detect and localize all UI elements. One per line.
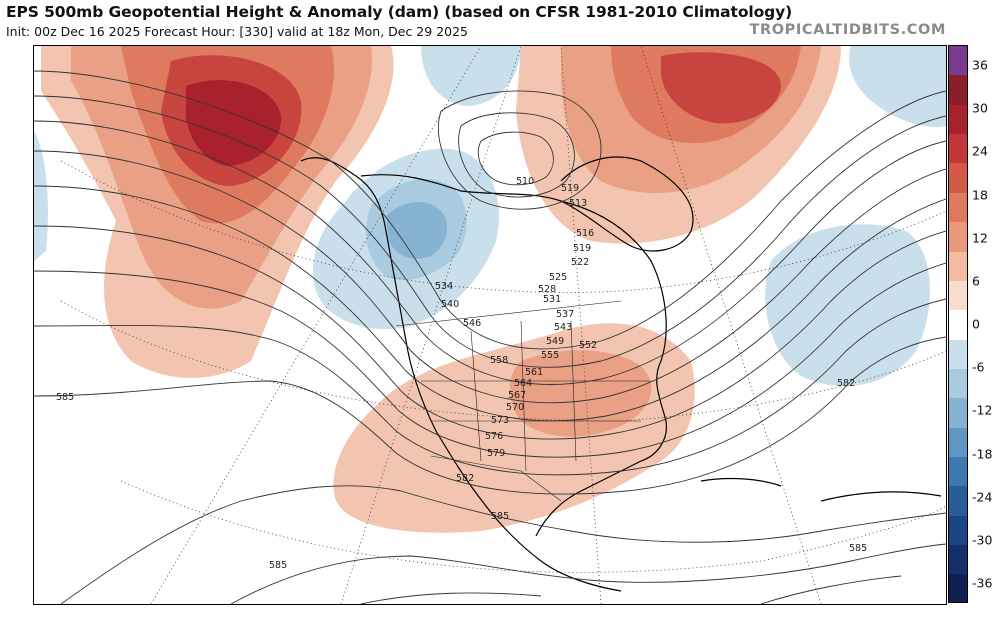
contour-label: 582 xyxy=(837,378,855,389)
political-borders xyxy=(395,300,651,502)
contour-label: 510 xyxy=(516,176,534,187)
contour-label: 555 xyxy=(541,350,559,361)
colorbar-label: -12 xyxy=(972,402,993,418)
colorbar-swatch xyxy=(949,368,967,399)
contour-label: 534 xyxy=(435,281,453,292)
colorbar-label: 12 xyxy=(972,230,988,246)
contour-label: 579 xyxy=(487,448,505,459)
colorbar-label: -30 xyxy=(972,532,993,548)
contour-label: 537 xyxy=(556,309,574,320)
colorbar-swatch xyxy=(949,486,967,516)
contour-label: 519 xyxy=(573,243,591,254)
contour-label: 585 xyxy=(491,511,509,522)
contour-label: 552 xyxy=(579,340,597,351)
contour-label: 528 xyxy=(538,284,556,295)
contour-label: 546 xyxy=(463,318,481,329)
colorbar-swatch xyxy=(949,574,967,602)
anomaly-colorbar xyxy=(948,45,968,603)
contour-label: 516 xyxy=(576,228,594,239)
colorbar-swatch xyxy=(949,545,967,575)
colorbar-label: 30 xyxy=(972,100,988,116)
colorbar-swatch xyxy=(949,163,967,193)
colorbar-swatch xyxy=(949,339,967,369)
colorbar-swatch xyxy=(949,134,967,164)
contour-label: 549 xyxy=(546,336,564,347)
colorbar-label: -36 xyxy=(972,575,993,591)
lat-lon-grid xyxy=(60,46,946,604)
forecast-info: Init: 00z Dec 16 2025 Forecast Hour: [33… xyxy=(6,24,468,39)
colorbar-label: 0 xyxy=(972,316,980,332)
colorbar-label: -18 xyxy=(972,446,993,461)
contour-label: 564 xyxy=(514,378,532,389)
forecast-map: 510 513 516 519 522 525 528 531 534 537 … xyxy=(33,45,947,605)
contour-label: 585 xyxy=(849,543,867,554)
contour-label: 522 xyxy=(571,257,589,268)
contour-label: 570 xyxy=(506,402,524,413)
colorbar-label: -6 xyxy=(972,359,985,375)
colorbar-swatch xyxy=(949,75,967,105)
colorbar-swatch xyxy=(949,398,967,428)
colorbar-swatch xyxy=(949,192,967,223)
contour-label: 531 xyxy=(543,294,561,305)
contour-label: 543 xyxy=(554,322,572,333)
contour-label: 573 xyxy=(491,415,509,426)
colorbar-labels: 36 30 24 18 12 6 0 -6 -12 -18 -24 -30 -36 xyxy=(972,45,1000,603)
colorbar-swatch xyxy=(949,280,967,311)
colorbar-label: -24 xyxy=(972,489,993,505)
colorbar-swatch xyxy=(949,427,967,458)
height-contours xyxy=(34,70,946,604)
contour-label: 540 xyxy=(441,299,459,310)
coastlines xyxy=(300,156,942,592)
contour-label: 525 xyxy=(549,272,567,283)
contour-label: 567 xyxy=(508,390,526,401)
colorbar-swatch xyxy=(949,222,967,252)
colorbar-label: 36 xyxy=(972,57,988,73)
negative-anomaly-field xyxy=(34,46,946,387)
contour-label: 585 xyxy=(269,560,287,571)
colorbar-swatch xyxy=(949,104,967,135)
positive-anomaly-field xyxy=(41,46,841,533)
colorbar-swatch xyxy=(949,310,967,340)
contour-label: 558 xyxy=(490,355,508,366)
colorbar-swatch xyxy=(949,251,967,281)
contour-label: 585 xyxy=(56,392,74,403)
colorbar-swatch xyxy=(949,46,967,76)
colorbar-label: 6 xyxy=(972,273,980,289)
contour-label: 513 xyxy=(569,198,587,209)
map-canvas: 510 513 516 519 522 525 528 531 534 537 … xyxy=(34,46,946,604)
colorbar-label: 18 xyxy=(972,187,988,202)
colorbar-label: 24 xyxy=(972,143,988,159)
contour-label: 576 xyxy=(485,431,503,442)
chart-title: EPS 500mb Geopotential Height & Anomaly … xyxy=(6,3,793,21)
site-watermark: TROPICALTIDBITS.COM xyxy=(749,22,946,38)
contour-label: 582 xyxy=(456,473,474,484)
colorbar-swatch xyxy=(949,457,967,487)
colorbar-swatch xyxy=(949,515,967,546)
contour-label-group: 510 513 516 519 522 525 528 531 534 537 … xyxy=(56,176,867,571)
contour-label: 519 xyxy=(561,183,579,194)
contour-label: 561 xyxy=(525,367,543,378)
